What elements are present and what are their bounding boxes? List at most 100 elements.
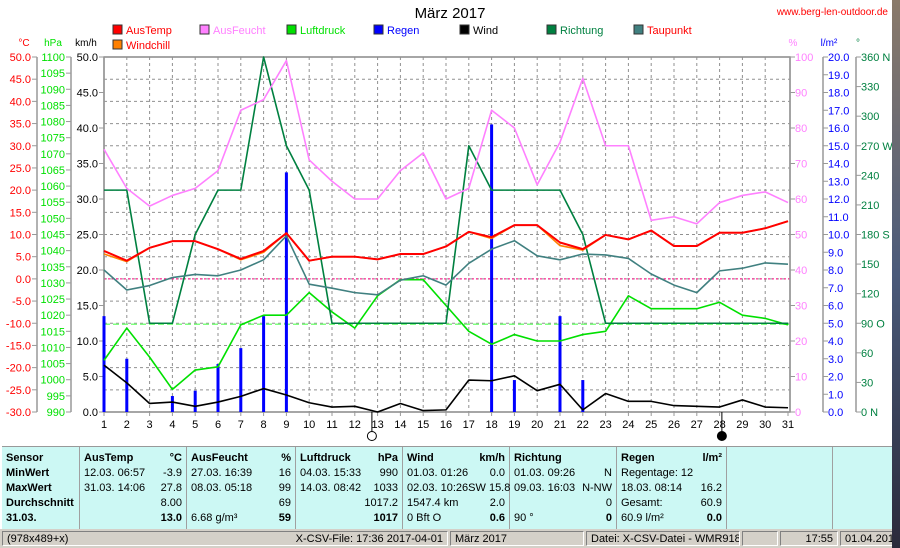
- cell-value: 69: [278, 497, 291, 509]
- axis-label-humidity: 80: [795, 123, 807, 135]
- status-source: Datei: X-CSV-Datei - WMR918N: [586, 531, 740, 546]
- website-link[interactable]: www.berg-len-outdoor.de: [776, 7, 888, 18]
- axis-label-wind: 20.0: [77, 265, 98, 277]
- axis-label-rain: 1.0: [828, 389, 843, 401]
- axis-label-humidity: 30: [795, 301, 807, 313]
- axis-label-temp: 25.0: [10, 163, 31, 175]
- axis-label-rain: 14.0: [828, 159, 849, 171]
- cell-value: 2.0: [489, 497, 505, 509]
- x-tick-label: 25: [645, 419, 657, 431]
- axis-label-pressure: 1085: [41, 100, 65, 112]
- axis-label-rain: 12.0: [828, 194, 849, 206]
- axis-label-temp: 30.0: [10, 141, 31, 153]
- sensor-column: Sensor MinWert MaxWert Durchschnitt 31.0…: [2, 447, 80, 529]
- axis-label-temp: 45.0: [10, 74, 31, 86]
- axis-label-direction: 30: [861, 377, 873, 389]
- axis-unit-temp: °C: [18, 38, 29, 49]
- axis-label-temp: 35.0: [10, 119, 31, 131]
- row-label-max: MaxWert: [6, 482, 52, 494]
- axis-label-temp: -15.0: [6, 340, 31, 352]
- x-tick-label: 21: [554, 419, 566, 431]
- axis-label-temp: -30.0: [6, 407, 31, 419]
- axis-label-wind: 40.0: [77, 123, 98, 135]
- weather-chart: °C50.045.040.035.030.025.020.015.010.05.…: [6, 24, 893, 441]
- legend-label-wind: Wind: [473, 25, 498, 37]
- axis-label-rain: 7.0: [828, 283, 843, 295]
- axis-label-rain: 10.0: [828, 230, 849, 242]
- x-tick-label: 20: [531, 419, 543, 431]
- axis-label-rain: 5.0: [828, 318, 843, 330]
- cell-value: 1033: [373, 482, 398, 494]
- cell-label: Regentage: 12: [621, 467, 694, 479]
- axis-label-pressure: 1075: [41, 133, 65, 145]
- cell-label: 01.03. 01:26: [407, 467, 469, 479]
- x-tick-label: 6: [215, 419, 221, 431]
- axis-label-temp: 15.0: [10, 207, 31, 219]
- legend-swatch-taupunkt: [633, 24, 644, 35]
- cell-value: 0.0: [489, 467, 505, 479]
- axis-label-direction: 330: [861, 82, 879, 94]
- cell-label: 6.68 g/m³: [191, 512, 238, 524]
- axis-label-pressure: 1100: [41, 52, 65, 64]
- axis-label-pressure: 1005: [41, 359, 65, 371]
- column-title: Regen: [621, 452, 655, 464]
- rain-bar-day-6: [216, 364, 220, 412]
- column-unit: km/h: [479, 452, 505, 464]
- x-tick-label: 30: [759, 419, 771, 431]
- axis-label-direction: 300: [861, 111, 879, 123]
- axis-label-rain: 2.0: [828, 372, 843, 384]
- status-time: 17:55: [780, 531, 838, 546]
- cell-value: -3.9: [163, 467, 182, 479]
- status-file: X-CSV-File: 17:36 2017-04-01: [295, 533, 443, 545]
- row-label-avg: Durchschnitt: [6, 497, 74, 509]
- axis-label-direction: 360 N: [861, 52, 890, 64]
- axis-label-wind: 50.0: [77, 52, 98, 64]
- axis-label-rain: 4.0: [828, 336, 843, 348]
- stat-column-richtung: Richtung 01.03. 09:26 N 09.03. 16:03 N-NW 0 90…: [510, 447, 617, 529]
- axis-unit-direction: °: [856, 38, 860, 49]
- axis-label-rain: 0.0: [828, 407, 843, 419]
- cell-label: 1547.4 km: [407, 497, 459, 509]
- status-size: (978x489+x): [7, 533, 69, 545]
- rain-bar-day-22: [581, 380, 585, 412]
- axis-label-humidity: 40: [795, 265, 807, 277]
- axis-label-temp: 50.0: [10, 52, 31, 64]
- axis-label-pressure: 1055: [41, 197, 65, 209]
- axis-label-pressure: 1045: [41, 230, 65, 242]
- x-tick-label: 27: [691, 419, 703, 431]
- x-tick-label: 3: [147, 419, 153, 431]
- axis-label-pressure: 1035: [41, 262, 65, 274]
- cell-label: Gesamt:: [621, 497, 663, 509]
- cell-label: 09.03. 16:03: [514, 482, 576, 494]
- cell-label: 27.03. 16:39: [191, 467, 253, 479]
- axis-label-temp: -20.0: [6, 363, 31, 375]
- axis-label-temp: -10.0: [6, 318, 31, 330]
- stat-column-wind: Wind km/h 01.03. 01:26 0.0 02.03. 10:26 SW 15…: [403, 447, 510, 529]
- cell-label: 08.03. 05:18: [191, 482, 253, 494]
- axis-label-direction: 180 S: [861, 230, 890, 242]
- x-tick-label: 28: [713, 419, 725, 431]
- x-tick-label: 2: [124, 419, 130, 431]
- cell-value: 13.0: [160, 512, 182, 524]
- axis-label-humidity: 0: [795, 407, 801, 419]
- legend-label-austemp: AusTemp: [126, 25, 172, 37]
- axis-label-direction: 0 N: [861, 407, 878, 419]
- cell-value: 1017: [373, 512, 398, 524]
- axis-label-temp: 20.0: [10, 185, 31, 197]
- cell-value: 0: [605, 497, 612, 509]
- axis-label-pressure: 1090: [41, 84, 65, 96]
- cell-label: 04.03. 15:33: [300, 467, 362, 479]
- axis-label-wind: 5.0: [83, 372, 98, 384]
- axis-label-temp: -25.0: [6, 385, 31, 397]
- row-label-current: 31.03.: [6, 512, 37, 524]
- rain-bar-day-21: [558, 316, 562, 412]
- legend-swatch-regen: [373, 24, 384, 35]
- axis-label-temp: -5.0: [12, 296, 31, 308]
- cell-value: SW 15.8: [468, 482, 511, 494]
- axis-label-pressure: 1010: [41, 342, 65, 354]
- legend-swatch-windchill: [112, 39, 123, 50]
- column-title: Wind: [407, 452, 434, 464]
- cell-label: 0 Bft O: [407, 512, 442, 524]
- column-title: AusTemp: [84, 452, 134, 464]
- x-tick-label: 8: [261, 419, 267, 431]
